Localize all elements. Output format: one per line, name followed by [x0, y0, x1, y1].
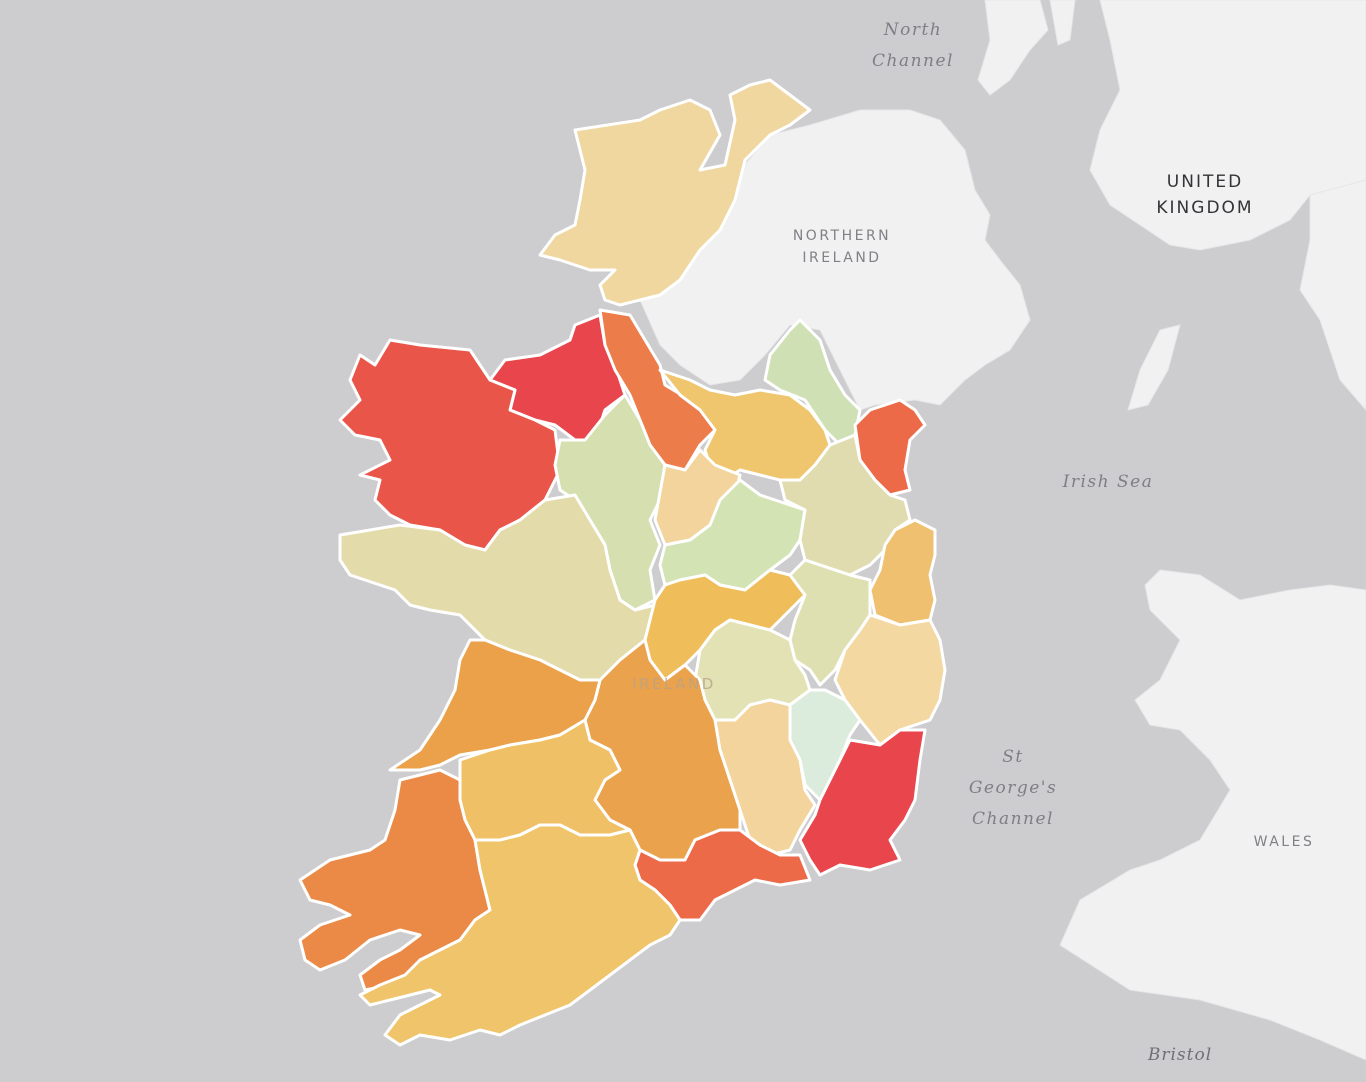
isle-of-man [1127, 324, 1181, 411]
county-cork[interactable] [358, 823, 682, 1047]
label-north-channel-2: Channel [872, 51, 954, 71]
scotland-arran [1049, 0, 1076, 46]
label-bristol: Bristol [1147, 1045, 1212, 1065]
label-united-kingdom-1: UNITED [1167, 172, 1243, 192]
label-ireland: IRELAND [632, 675, 716, 693]
label-st-georges-1: St [1002, 747, 1023, 767]
wales-land [1059, 569, 1366, 1061]
label-st-georges-2: George's [969, 778, 1057, 798]
scotland-kintyre [977, 0, 1049, 96]
label-irish-sea: Irish Sea [1062, 472, 1154, 492]
county-kildare[interactable] [788, 558, 872, 687]
county-leitrim[interactable] [598, 308, 717, 472]
great-britain-land [639, 0, 1366, 1061]
england-northwest [1299, 179, 1366, 411]
label-wales: WALES [1254, 834, 1315, 850]
label-north-channel-1: North [883, 20, 943, 40]
label-united-kingdom-2: KINGDOM [1156, 198, 1253, 218]
label-northern-ireland-1: NORTHERN [793, 228, 891, 244]
label-northern-ireland-2: IRELAND [802, 250, 881, 266]
county-wexford[interactable] [798, 728, 927, 877]
ireland-counties [298, 78, 947, 1047]
county-monaghan[interactable] [763, 318, 862, 447]
county-donegal[interactable] [538, 78, 812, 307]
map-labels: North Channel UNITED KINGDOM NORTHERN IR… [632, 20, 1315, 1065]
label-st-georges-3: Channel [972, 809, 1054, 829]
